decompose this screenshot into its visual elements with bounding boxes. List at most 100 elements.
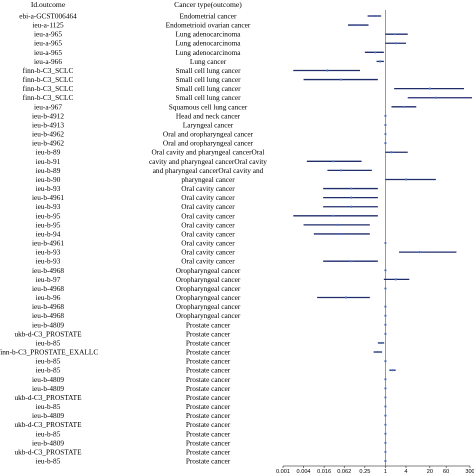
- row-id-label: ieu-b-90: [36, 175, 61, 184]
- row-cancer-label: Oral cavity cancer: [181, 257, 235, 266]
- row-id-label: finn-b-C3_SCLC: [23, 93, 74, 102]
- row-cancer-label: Head and neck cancer: [176, 111, 241, 120]
- row-id-label: ieu-a-965: [34, 30, 62, 39]
- row-id-label: ukb-d-C3_PROSTATE: [14, 420, 82, 429]
- row-id-label: ieu-b-95: [36, 220, 61, 229]
- point-estimate: [384, 387, 387, 390]
- row-id-label: ieu-b-94: [36, 229, 61, 238]
- row-cancer-label: Prostate cancer: [186, 429, 231, 438]
- row-id-label: ieu-b-85: [36, 338, 61, 347]
- row-id-label: ieu-b-4809: [32, 411, 64, 420]
- row-cancer-label: Prostate cancer: [186, 420, 231, 429]
- x-axis: 0.001 0.004 0.016 0.062 0.25 1 4 20 60 300: [276, 465, 474, 474]
- row-cancer-label: Prostate cancer: [186, 384, 231, 393]
- row-cancer-label: Oral cavity cancer: [181, 184, 235, 193]
- point-estimate: [391, 369, 394, 372]
- row-cancer-label: Prostate cancer: [186, 457, 231, 466]
- point-estimate: [356, 23, 359, 27]
- point-estimate: [384, 241, 387, 245]
- row-cancer-label: Endometrioid ovarian cancer: [166, 21, 251, 30]
- row-cancer-label: Oropharyngeal cancer: [176, 302, 241, 311]
- point-estimate: [384, 287, 387, 290]
- point-estimate: [332, 214, 335, 217]
- point-estimate: [384, 114, 387, 117]
- x-tick-label: 4: [404, 469, 407, 474]
- x-tick-label: 20: [427, 469, 433, 474]
- point-estimate: [376, 350, 379, 354]
- row-id-label: finn-b-C3_PROSTATE_EXALLC: [0, 348, 98, 357]
- row-id-label: ebi-a-GCST006464: [19, 12, 77, 21]
- row-cancer-label: Oropharyngeal cancer: [176, 284, 241, 293]
- row-id-label: ieu-a-965: [34, 39, 62, 48]
- row-id-label: ieu-b-89: [36, 148, 61, 157]
- row-cancer-label: Oral cavity cancer: [181, 239, 235, 248]
- row-id-label: ieu-b-93: [36, 248, 61, 257]
- row-cancer-label: Prostate cancer: [186, 329, 231, 338]
- row-cancer-label: Laryngeal cancer: [183, 120, 234, 129]
- row-id-label: ieu-a-967: [34, 102, 62, 111]
- row-cancer-label: Endometrial cancer: [180, 12, 237, 21]
- row-cancer-label: Prostate cancer: [186, 411, 231, 420]
- point-estimate: [384, 450, 387, 454]
- header-cancer-type: Cancer type(outcome): [174, 0, 242, 9]
- row-id-label: ieu-b-4809: [32, 320, 64, 329]
- row-id-label: ieu-b-85: [36, 457, 61, 466]
- row-id-label: ieu-b-4809: [32, 375, 64, 384]
- row-id-label: ieu-b-4962: [32, 139, 64, 148]
- row-cancer-label: Prostate cancer: [186, 375, 231, 384]
- row-id-label: ieu-b-85: [36, 429, 61, 438]
- row-id-label: ieu-b-93: [36, 202, 61, 211]
- point-estimate: [428, 87, 431, 90]
- row-cancer-label: Prostate cancer: [186, 438, 231, 447]
- point-estimate: [350, 187, 353, 190]
- row-id-label: ukb-d-C3_PROSTATE: [14, 393, 82, 402]
- point-estimate: [393, 33, 397, 36]
- plot-area: [293, 10, 472, 466]
- row-cancer-label: and pharyngeal cancerOral cavity and: [153, 166, 264, 175]
- row-cancer-label: Oral cavity cancer: [181, 193, 235, 202]
- point-estimate: [390, 151, 393, 154]
- point-estimate: [394, 278, 397, 281]
- x-tick-label: 0.062: [337, 469, 351, 474]
- row-cancer-label: Oral cavity cancer: [181, 220, 235, 229]
- id-column: ebi-a-GCST006464ieu-a-1125ieu-a-965ieu-a…: [0, 12, 98, 466]
- point-estimate: [379, 60, 382, 63]
- x-tick-label: 1: [384, 469, 387, 474]
- x-tick-label: 60: [443, 469, 449, 474]
- row-id-label: ieu-b-85: [36, 402, 61, 411]
- row-cancer-label: Prostate cancer: [186, 357, 231, 366]
- point-estimate: [384, 323, 387, 326]
- row-cancer-label: Oral cavity and pharyngeal cancerOral: [151, 148, 264, 157]
- point-estimate: [384, 405, 387, 408]
- point-estimate: [350, 260, 353, 263]
- row-id-label: ieu-b-4962: [32, 130, 64, 139]
- row-cancer-label: Oral cavity cancer: [181, 248, 235, 257]
- point-estimate: [384, 269, 387, 272]
- row-id-label: ieu-b-93: [36, 184, 61, 193]
- row-cancer-label: Lung adenocarcinoma: [175, 39, 241, 48]
- row-cancer-label: Small cell lung cancer: [175, 66, 241, 75]
- row-cancer-label: Small cell lung cancer: [175, 75, 241, 84]
- point-estimate: [384, 432, 387, 435]
- point-estimate: [350, 205, 353, 208]
- row-id-label: ieu-a-1125: [32, 21, 64, 30]
- point-estimate: [374, 51, 377, 54]
- row-id-label: ieu-b-4809: [32, 438, 64, 447]
- row-cancer-label: Prostate cancer: [186, 402, 231, 411]
- row-cancer-label: Oral cavity cancer: [181, 202, 235, 211]
- row-id-label: ieu-b-4913: [32, 120, 64, 129]
- point-estimate: [384, 441, 387, 444]
- row-id-label: ieu-b-95: [36, 211, 61, 220]
- point-estimate: [384, 123, 387, 127]
- point-estimate: [384, 396, 387, 399]
- point-estimate: [384, 132, 387, 136]
- row-cancer-label: Lung cancer: [190, 57, 227, 66]
- row-id-label: ieu-a-965: [34, 48, 62, 57]
- row-cancer-label: Small cell lung cancer: [175, 93, 241, 102]
- point-estimate: [332, 160, 335, 163]
- row-cancer-label: Oropharyngeal cancer: [176, 311, 241, 320]
- row-cancer-label: Oropharyngeal cancer: [176, 293, 241, 302]
- row-id-label: ieu-b-4961: [32, 239, 64, 248]
- x-tick-label: 0.016: [317, 469, 331, 474]
- point-estimate: [339, 232, 343, 236]
